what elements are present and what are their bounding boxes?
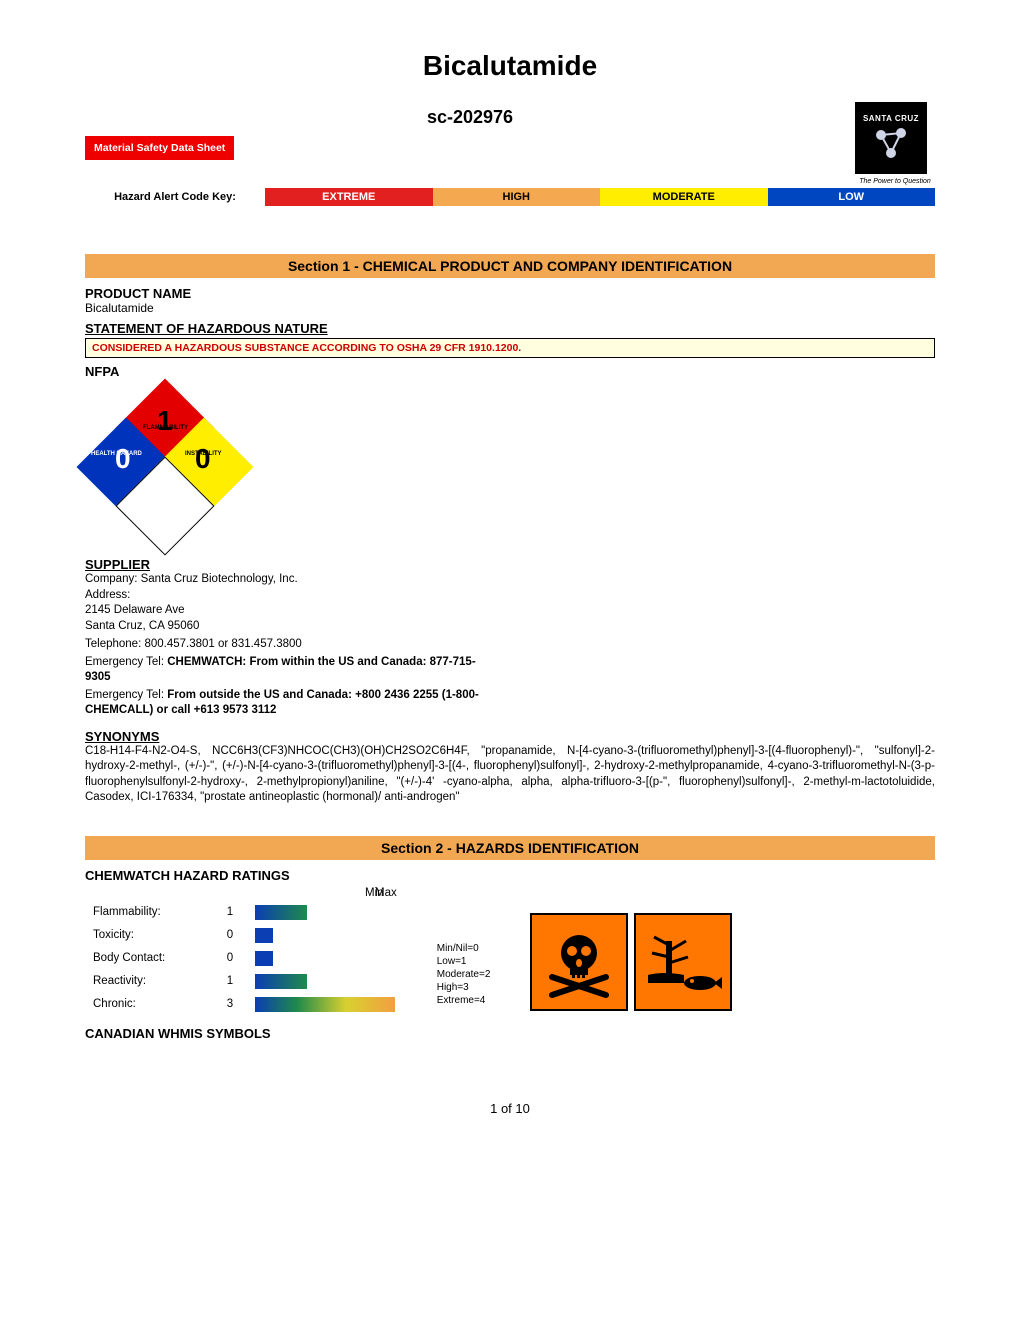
chemwatch-ratings-label: CHEMWATCH HAZARD RATINGS (85, 868, 935, 883)
synonyms-text: C18-H14-F4-N2-O4-S, NCC6H3(CF3)NHCOC(CH3… (85, 744, 935, 806)
hazard-high: HIGH (433, 188, 601, 206)
skull-crossbones-icon (530, 913, 628, 1011)
supplier-telephone: Telephone: 800.457.3801 or 831.457.3800 (85, 637, 935, 653)
legend-item: Low=1 (437, 955, 491, 968)
rating-row: Reactivity:1 (85, 974, 397, 989)
nfpa-health-value: 0 (115, 443, 131, 475)
rating-name: Reactivity: (85, 975, 205, 987)
nfpa-flammability-value: 1 (157, 405, 173, 437)
legend-item: Min/Nil=0 (437, 942, 491, 955)
hazard-key-label: Hazard Alert Code Key: (85, 188, 265, 206)
product-name-value: Bicalutamide (85, 301, 935, 315)
rating-name: Toxicity: (85, 929, 205, 941)
legend-item: Extreme=4 (437, 994, 491, 1007)
hazardous-statement-label: STATEMENT OF HAZARDOUS NATURE (85, 321, 935, 336)
supplier-address1: 2145 Delaware Ave (85, 603, 935, 619)
hazard-low: LOW (768, 188, 936, 206)
rating-row: Body Contact:0 (85, 951, 397, 966)
supplier-emergency2: Emergency Tel: From outside the US and C… (85, 688, 485, 719)
ratings-legend: Min/Nil=0Low=1Moderate=2High=3Extreme=4 (437, 942, 491, 1007)
company-logo: SANTA CRUZ The Power to Question (855, 102, 935, 185)
canadian-whmis-label: CANADIAN WHMIS SYMBOLS (85, 1026, 935, 1041)
supplier-address2: Santa Cruz, CA 95060 (85, 619, 935, 635)
rating-value: 0 (205, 952, 255, 964)
rating-name: Chronic: (85, 998, 205, 1010)
hazard-extreme: EXTREME (265, 188, 433, 206)
supplier-block: Company: Santa Cruz Biotechnology, Inc. … (85, 572, 935, 719)
hazardous-statement-box: CONSIDERED A HAZARDOUS SUBSTANCE ACCORDI… (85, 338, 935, 358)
ratings-max-label: Max (375, 887, 397, 899)
rating-value: 0 (205, 929, 255, 941)
supplier-company: Company: Santa Cruz Biotechnology, Inc. (85, 572, 935, 588)
hazard-moderate: MODERATE (600, 188, 768, 206)
rating-value: 1 (205, 906, 255, 918)
rating-bar (255, 951, 273, 966)
nfpa-instability-value: 0 (195, 443, 211, 475)
rating-name: Body Contact: (85, 952, 205, 964)
ratings-table: Min Max Flammability:1Toxicity:0Body Con… (85, 887, 397, 1020)
supplier-emergency1: Emergency Tel: CHEMWATCH: From within th… (85, 655, 485, 686)
rating-row: Toxicity:0 (85, 928, 397, 943)
page-number: 1 of 10 (85, 1101, 935, 1116)
msds-badge: Material Safety Data Sheet (85, 136, 234, 160)
nfpa-diamond: FLAMMABILITY 1 HEALTH HAZARD 0 INSTABILI… (85, 387, 245, 547)
rating-bar (255, 997, 395, 1012)
rating-row: Flammability:1 (85, 905, 397, 920)
rating-bar (255, 905, 307, 920)
rating-bar (255, 928, 273, 943)
logo-brand-text: SANTA CRUZ (863, 114, 919, 123)
product-code: sc-202976 (85, 107, 935, 128)
rating-value: 3 (205, 998, 255, 1010)
supplier-address-label: Address: (85, 588, 935, 604)
supplier-label: SUPPLIER (85, 557, 935, 572)
section2-header: Section 2 - HAZARDS IDENTIFICATION (85, 836, 935, 860)
logo-tagline: The Power to Question (855, 178, 935, 185)
nfpa-label: NFPA (85, 364, 935, 379)
rating-row: Chronic:3 (85, 997, 397, 1012)
product-name-label: PRODUCT NAME (85, 286, 935, 301)
legend-item: High=3 (437, 981, 491, 994)
environment-hazard-icon (634, 913, 732, 1011)
page-title: Bicalutamide (85, 50, 935, 82)
section1-header: Section 1 - CHEMICAL PRODUCT AND COMPANY… (85, 254, 935, 278)
rating-value: 1 (205, 975, 255, 987)
ratings-min-label: Min (255, 887, 375, 899)
hazard-pictograms (530, 913, 732, 1011)
synonyms-label: SYNONYMS (85, 729, 935, 744)
rating-name: Flammability: (85, 906, 205, 918)
rating-bar (255, 974, 307, 989)
hazard-key-row: Hazard Alert Code Key: EXTREME HIGH MODE… (85, 188, 935, 206)
legend-item: Moderate=2 (437, 968, 491, 981)
